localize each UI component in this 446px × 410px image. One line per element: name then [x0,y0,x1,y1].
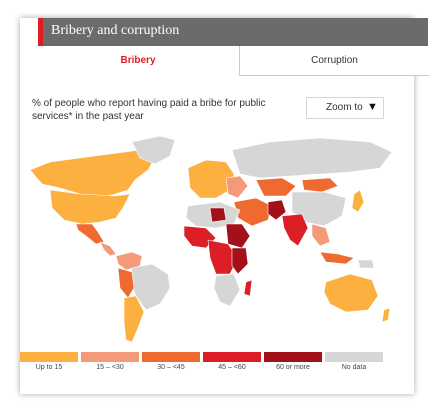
legend: Up to 15 15 – <30 30 – <45 45 – <60 60 o… [20,352,400,378]
region-southern-africa[interactable] [213,273,241,307]
region-central-africa[interactable] [207,239,239,275]
region-middle-east[interactable] [233,197,273,227]
zoom-to-dropdown[interactable]: Zoom to ▼ [306,97,384,119]
region-east-africa[interactable] [231,247,249,275]
legend-label: 30 – <45 [157,364,185,371]
region-pakistan-afghanistan[interactable] [267,199,287,221]
legend-item: 15 – <30 [81,352,141,371]
region-sudan-ethiopia[interactable] [225,223,251,249]
region-central-america[interactable] [99,241,117,257]
region-usa[interactable] [49,189,131,225]
region-png[interactable] [357,259,375,269]
legend-item: 45 – <60 [203,352,263,371]
tab-bar: Bribery Corruption [38,46,429,76]
region-kazakhstan[interactable] [255,177,297,197]
region-russia[interactable] [231,137,393,179]
legend-swatch [142,352,200,362]
legend-label: 45 – <60 [218,364,246,371]
widget-title: Bribery and corruption [51,23,180,38]
legend-item: Up to 15 [20,352,80,371]
region-madagascar[interactable] [243,279,253,297]
legend-item: 60 or more [264,352,324,371]
legend-swatch [325,352,383,362]
zoom-to-label: Zoom to [326,102,363,113]
region-canada-alaska[interactable] [29,149,156,199]
region-china[interactable] [291,191,347,227]
legend-swatch [81,352,139,362]
region-eastern-europe[interactable] [225,175,249,199]
region-southeast-asia[interactable] [311,223,331,247]
tab-bribery[interactable]: Bribery [38,46,238,76]
legend-swatch [203,352,261,362]
world-map[interactable] [20,128,400,348]
widget-header: Bribery and corruption [38,18,428,46]
triangle-down-icon: ▼ [367,101,378,113]
region-india[interactable] [281,213,309,247]
header-accent-bar [38,18,43,46]
region-colombia-venezuela[interactable] [115,251,143,271]
region-greenland[interactable] [131,135,176,165]
legend-swatch [20,352,78,362]
region-peru-bolivia[interactable] [117,267,135,299]
region-mongolia[interactable] [301,177,339,193]
map-question: % of people who report having paid a bri… [32,98,266,122]
region-libya[interactable] [209,207,227,223]
region-japan[interactable] [351,189,365,213]
legend-item: No data [325,352,385,371]
region-indonesia[interactable] [319,251,355,265]
region-southern-cone[interactable] [123,295,145,343]
legend-label: 60 or more [276,364,310,371]
legend-label: Up to 15 [35,364,63,371]
region-australia[interactable] [323,273,379,313]
region-mexico[interactable] [75,223,105,245]
region-new-zealand[interactable] [381,307,391,323]
legend-label: 15 – <30 [96,364,124,371]
legend-item: 30 – <45 [142,352,202,371]
tab-corruption[interactable]: Corruption [239,46,429,76]
legend-swatch [264,352,322,362]
legend-label: No data [341,364,367,371]
